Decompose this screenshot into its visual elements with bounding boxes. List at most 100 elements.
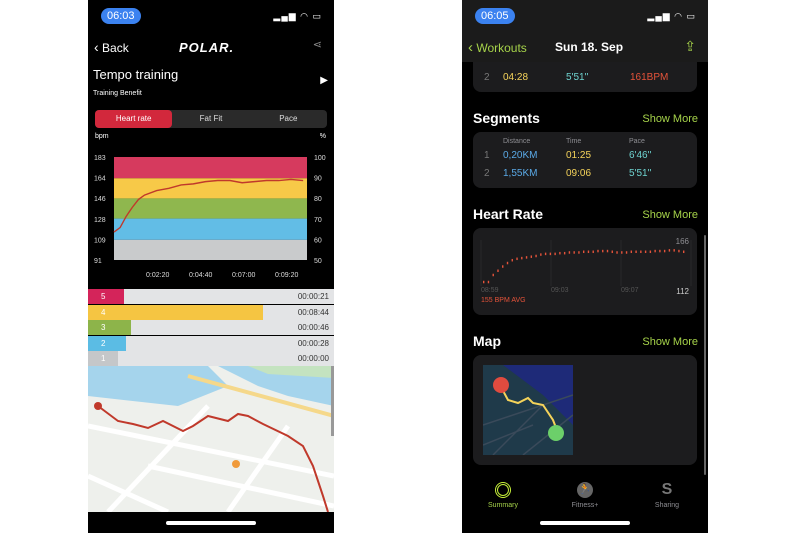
tab-pace[interactable]: Pace xyxy=(279,114,298,123)
poi-marker xyxy=(232,460,240,468)
x-tick-label: 0:04:40 xyxy=(189,272,212,279)
zone-bar: 4 xyxy=(88,304,263,320)
zone-duration: 00:00:00 xyxy=(297,354,329,364)
y-tick-label: 109 xyxy=(94,237,106,244)
split-time: 04:28 xyxy=(503,72,529,83)
heart-rate-point xyxy=(568,251,571,254)
tab-label: Fitness+ xyxy=(571,502,599,509)
zone-row: 2 00:00:28 xyxy=(88,335,334,351)
scrollbar[interactable] xyxy=(704,235,706,475)
zone-row: 1 00:00:00 xyxy=(88,351,334,367)
tab-sharing[interactable]: S Sharing xyxy=(637,481,697,510)
heart-rate-point xyxy=(606,249,609,253)
heart-rate-point xyxy=(644,250,647,254)
heart-rate-point xyxy=(635,250,637,254)
heart-rate-point xyxy=(540,253,542,256)
tab-label: Summary xyxy=(488,502,518,509)
polar-phone: 06:03 ▂▄▆ ◠ ▭ ‹ Back POLAR. ⋖ Tempo trai… xyxy=(88,0,334,533)
segment-distance: 0,20KM xyxy=(503,150,538,161)
header-distance: Distance xyxy=(503,138,531,145)
split-pace: 5'51'' xyxy=(566,72,589,83)
chart-tabs: Heart rate Fat Fit Pace xyxy=(95,110,327,128)
scrollbar[interactable] xyxy=(331,366,334,436)
page-title: Tempo training xyxy=(93,67,179,82)
x-tick-label: 0:09:20 xyxy=(275,272,298,279)
x-tick: 09:07 xyxy=(621,287,639,294)
heart-rate-point xyxy=(506,261,509,265)
back-button[interactable]: ‹ Workouts xyxy=(468,39,527,56)
heart-rate-point xyxy=(573,251,575,254)
zone-band xyxy=(114,178,307,199)
tab-heart-rate[interactable]: Heart rate xyxy=(95,110,173,128)
zone-bar: 3 xyxy=(88,320,131,336)
zone-bar: 5 xyxy=(88,289,124,304)
sharing-icon: S xyxy=(661,481,673,498)
start-pin-icon xyxy=(493,377,509,393)
x-tick: 09:03 xyxy=(551,287,569,294)
heart-rate-point xyxy=(497,269,499,273)
tab-fat-fit[interactable]: Fat Fit xyxy=(199,114,223,123)
home-indicator[interactable] xyxy=(540,521,630,525)
segment-pace: 6'46'' xyxy=(629,150,652,161)
heart-rate-show-more[interactable]: Show More xyxy=(642,209,698,221)
status-time: 06:05 xyxy=(475,8,515,24)
x-tick-label: 0:07:00 xyxy=(232,272,255,279)
heart-rate-point xyxy=(502,265,504,268)
heart-rate-card[interactable]: 166 112 08:59 09:03 09:07 155 BPM AVG xyxy=(473,228,697,315)
heart-rate-point xyxy=(487,280,490,284)
percent-label: % xyxy=(319,133,326,140)
heart-rate-point xyxy=(583,250,585,254)
page-title: Sun 18. Sep xyxy=(555,40,624,54)
split-index: 2 xyxy=(484,72,490,83)
heart-rate-point xyxy=(654,249,656,253)
zone-row: 3 00:00:46 xyxy=(88,320,334,336)
heart-rate-point xyxy=(621,251,623,254)
y-tick-label: 183 xyxy=(94,155,106,162)
y-tick-label: 164 xyxy=(94,176,106,183)
avg-hr-label: 155 BPM AVG xyxy=(481,297,526,304)
route-map-thumbnail[interactable] xyxy=(483,365,573,455)
y-tick-label: 128 xyxy=(94,217,106,224)
heart-rate-point xyxy=(668,249,671,252)
heart-rate-point xyxy=(554,252,556,256)
chevron-left-icon: ‹ xyxy=(468,39,473,56)
map-card[interactable] xyxy=(473,355,697,465)
heart-rate-point xyxy=(678,249,680,253)
play-icon[interactable]: ▶ xyxy=(320,75,328,86)
heart-rate-point xyxy=(516,257,518,261)
heart-rate-point xyxy=(578,251,580,254)
y-tick-label: 91 xyxy=(94,258,102,265)
share-icon[interactable]: ⋖ xyxy=(312,39,322,51)
y2-tick-label: 50 xyxy=(314,258,322,265)
heart-rate-chart: 183 164 146 128 109 91 100 90 80 70 60 50 0:02:20 0:0… xyxy=(94,155,326,279)
heart-rate-point xyxy=(683,250,685,254)
segments-heading: Segments xyxy=(473,110,540,126)
map-heading: Map xyxy=(473,333,501,349)
segment-index: 1 xyxy=(484,150,490,161)
heart-rate-point xyxy=(530,255,533,258)
segment-time: 01:25 xyxy=(566,150,592,161)
tab-summary[interactable]: Summary xyxy=(473,482,533,509)
segment-pace: 5'51'' xyxy=(629,168,652,179)
header-time: Time xyxy=(566,138,582,145)
zone-band xyxy=(114,239,307,260)
heart-rate-point xyxy=(511,258,513,262)
zone-duration: 00:00:21 xyxy=(297,292,329,301)
x-tick: 08:59 xyxy=(481,287,499,294)
tab-fitness-plus[interactable]: 🏃 Fitness+ xyxy=(555,482,615,509)
min-hr-label: 112 xyxy=(676,287,689,296)
back-button[interactable]: ‹ Back xyxy=(94,39,129,55)
segments-show-more[interactable]: Show More xyxy=(642,113,698,125)
start-marker xyxy=(94,402,102,410)
map-show-more[interactable]: Show More xyxy=(642,336,698,348)
route-map[interactable] xyxy=(88,366,334,512)
heart-rate-point xyxy=(602,249,604,253)
share-icon[interactable]: ⇪ xyxy=(684,38,696,54)
home-indicator[interactable] xyxy=(166,521,256,525)
zone-duration: 00:08:44 xyxy=(297,307,329,317)
chevron-left-icon: ‹ xyxy=(94,39,99,55)
heart-rate-point xyxy=(525,256,528,259)
polar-logo: POLAR. xyxy=(179,40,235,55)
heart-rate-point xyxy=(483,280,485,284)
zone-band xyxy=(114,157,307,179)
